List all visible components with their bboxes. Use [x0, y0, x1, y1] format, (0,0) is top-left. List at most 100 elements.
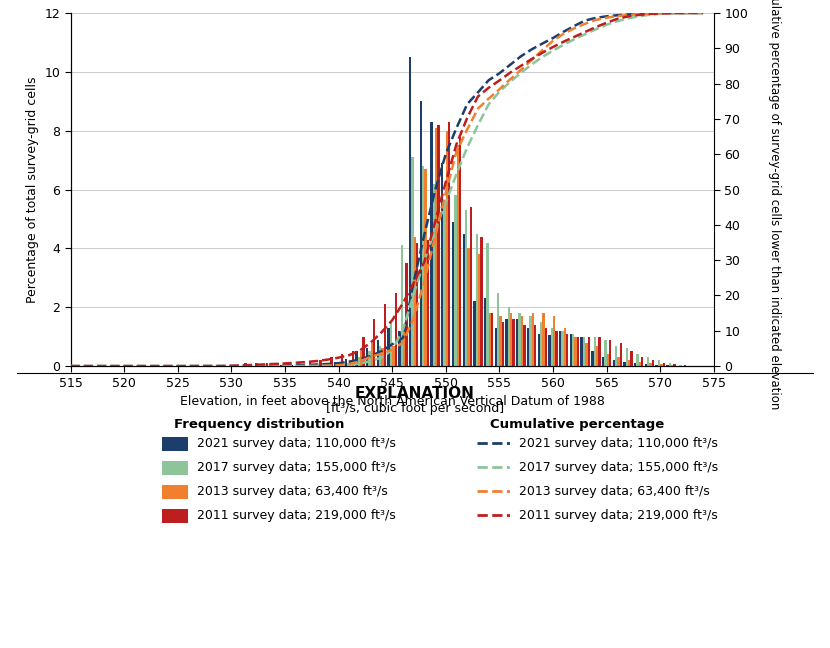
Text: 2011 survey data; 219,000 ft³/s: 2011 survey data; 219,000 ft³/s: [197, 509, 395, 522]
Bar: [530, 316, 531, 366]
Bar: [374, 319, 375, 366]
Bar: [358, 357, 360, 366]
Bar: [588, 337, 590, 366]
X-axis label: Elevation, in feet above the North American Vertical Datum of 1988: Elevation, in feet above the North Ameri…: [180, 395, 604, 408]
Text: Cumulative percentage: Cumulative percentage: [490, 418, 664, 431]
Bar: [379, 345, 382, 366]
Bar: [500, 316, 502, 366]
Bar: [470, 207, 472, 366]
Text: 2021 survey data; 110,000 ft³/s: 2021 survey data; 110,000 ft³/s: [197, 437, 396, 450]
Bar: [437, 125, 440, 366]
Bar: [330, 357, 333, 366]
Bar: [281, 365, 282, 366]
Text: Frequency distribution: Frequency distribution: [174, 418, 344, 431]
Bar: [382, 349, 383, 366]
Bar: [403, 328, 405, 366]
Bar: [618, 357, 620, 366]
Bar: [491, 313, 493, 366]
Bar: [416, 242, 418, 366]
Bar: [527, 328, 530, 366]
Bar: [446, 131, 448, 366]
Bar: [489, 313, 491, 366]
Bar: [301, 364, 304, 366]
Bar: [604, 340, 607, 366]
Bar: [276, 363, 279, 366]
Bar: [577, 337, 579, 366]
Bar: [531, 313, 534, 366]
Bar: [454, 196, 457, 366]
Bar: [432, 183, 435, 366]
Bar: [390, 322, 393, 366]
Bar: [422, 166, 424, 366]
Text: 2017 survey data; 155,000 ft³/s: 2017 survey data; 155,000 ft³/s: [519, 461, 718, 474]
Y-axis label: Percentage of total survey-grid cells: Percentage of total survey-grid cells: [26, 76, 39, 303]
Y-axis label: Cumulative percentage of survey-grid cells lower than indicated elevation: Cumulative percentage of survey-grid cel…: [768, 0, 780, 410]
Bar: [512, 319, 515, 366]
Bar: [309, 362, 311, 366]
Text: 2011 survey data; 219,000 ft³/s: 2011 survey data; 219,000 ft³/s: [519, 509, 717, 522]
Bar: [660, 364, 662, 366]
Bar: [615, 345, 618, 366]
Bar: [538, 334, 540, 366]
Bar: [613, 360, 615, 366]
Bar: [323, 363, 325, 366]
Bar: [484, 299, 486, 366]
Bar: [564, 328, 566, 366]
Bar: [473, 301, 476, 366]
Bar: [510, 313, 512, 366]
Bar: [495, 328, 497, 366]
Bar: [339, 363, 341, 366]
Bar: [369, 351, 371, 366]
Bar: [602, 357, 604, 366]
Bar: [550, 328, 553, 366]
Bar: [583, 337, 585, 366]
Bar: [534, 325, 536, 366]
Bar: [398, 331, 401, 366]
Bar: [649, 363, 652, 366]
Bar: [255, 363, 257, 366]
Bar: [671, 365, 673, 366]
Bar: [596, 345, 598, 366]
Bar: [467, 248, 470, 366]
Bar: [634, 363, 637, 366]
Bar: [668, 363, 671, 366]
Bar: [508, 307, 510, 366]
Bar: [465, 210, 467, 366]
Bar: [566, 334, 569, 366]
Bar: [544, 328, 547, 366]
Bar: [656, 365, 658, 366]
Bar: [645, 364, 647, 366]
Bar: [519, 313, 520, 366]
Bar: [287, 363, 290, 366]
Bar: [481, 237, 483, 366]
Bar: [666, 365, 668, 366]
Bar: [626, 349, 628, 366]
Bar: [580, 337, 583, 366]
Bar: [298, 362, 300, 366]
Bar: [291, 365, 293, 366]
Bar: [478, 254, 481, 366]
Bar: [341, 354, 344, 366]
Bar: [344, 359, 347, 366]
Bar: [555, 331, 558, 366]
Bar: [620, 343, 622, 366]
Bar: [652, 360, 654, 366]
Bar: [607, 354, 609, 366]
Bar: [383, 305, 386, 366]
Bar: [234, 365, 236, 366]
Bar: [476, 234, 478, 366]
Bar: [349, 360, 352, 366]
Bar: [572, 334, 574, 366]
Bar: [486, 242, 489, 366]
Bar: [409, 57, 411, 366]
Bar: [430, 122, 432, 366]
Text: 2013 survey data; 63,400 ft³/s: 2013 survey data; 63,400 ft³/s: [197, 485, 388, 498]
Bar: [658, 360, 660, 366]
Bar: [328, 365, 330, 366]
Text: 2017 survey data; 155,000 ft³/s: 2017 survey data; 155,000 ft³/s: [197, 461, 396, 474]
Bar: [377, 340, 379, 366]
Bar: [424, 169, 427, 366]
Bar: [637, 354, 639, 366]
Bar: [684, 365, 686, 366]
Bar: [591, 351, 593, 366]
